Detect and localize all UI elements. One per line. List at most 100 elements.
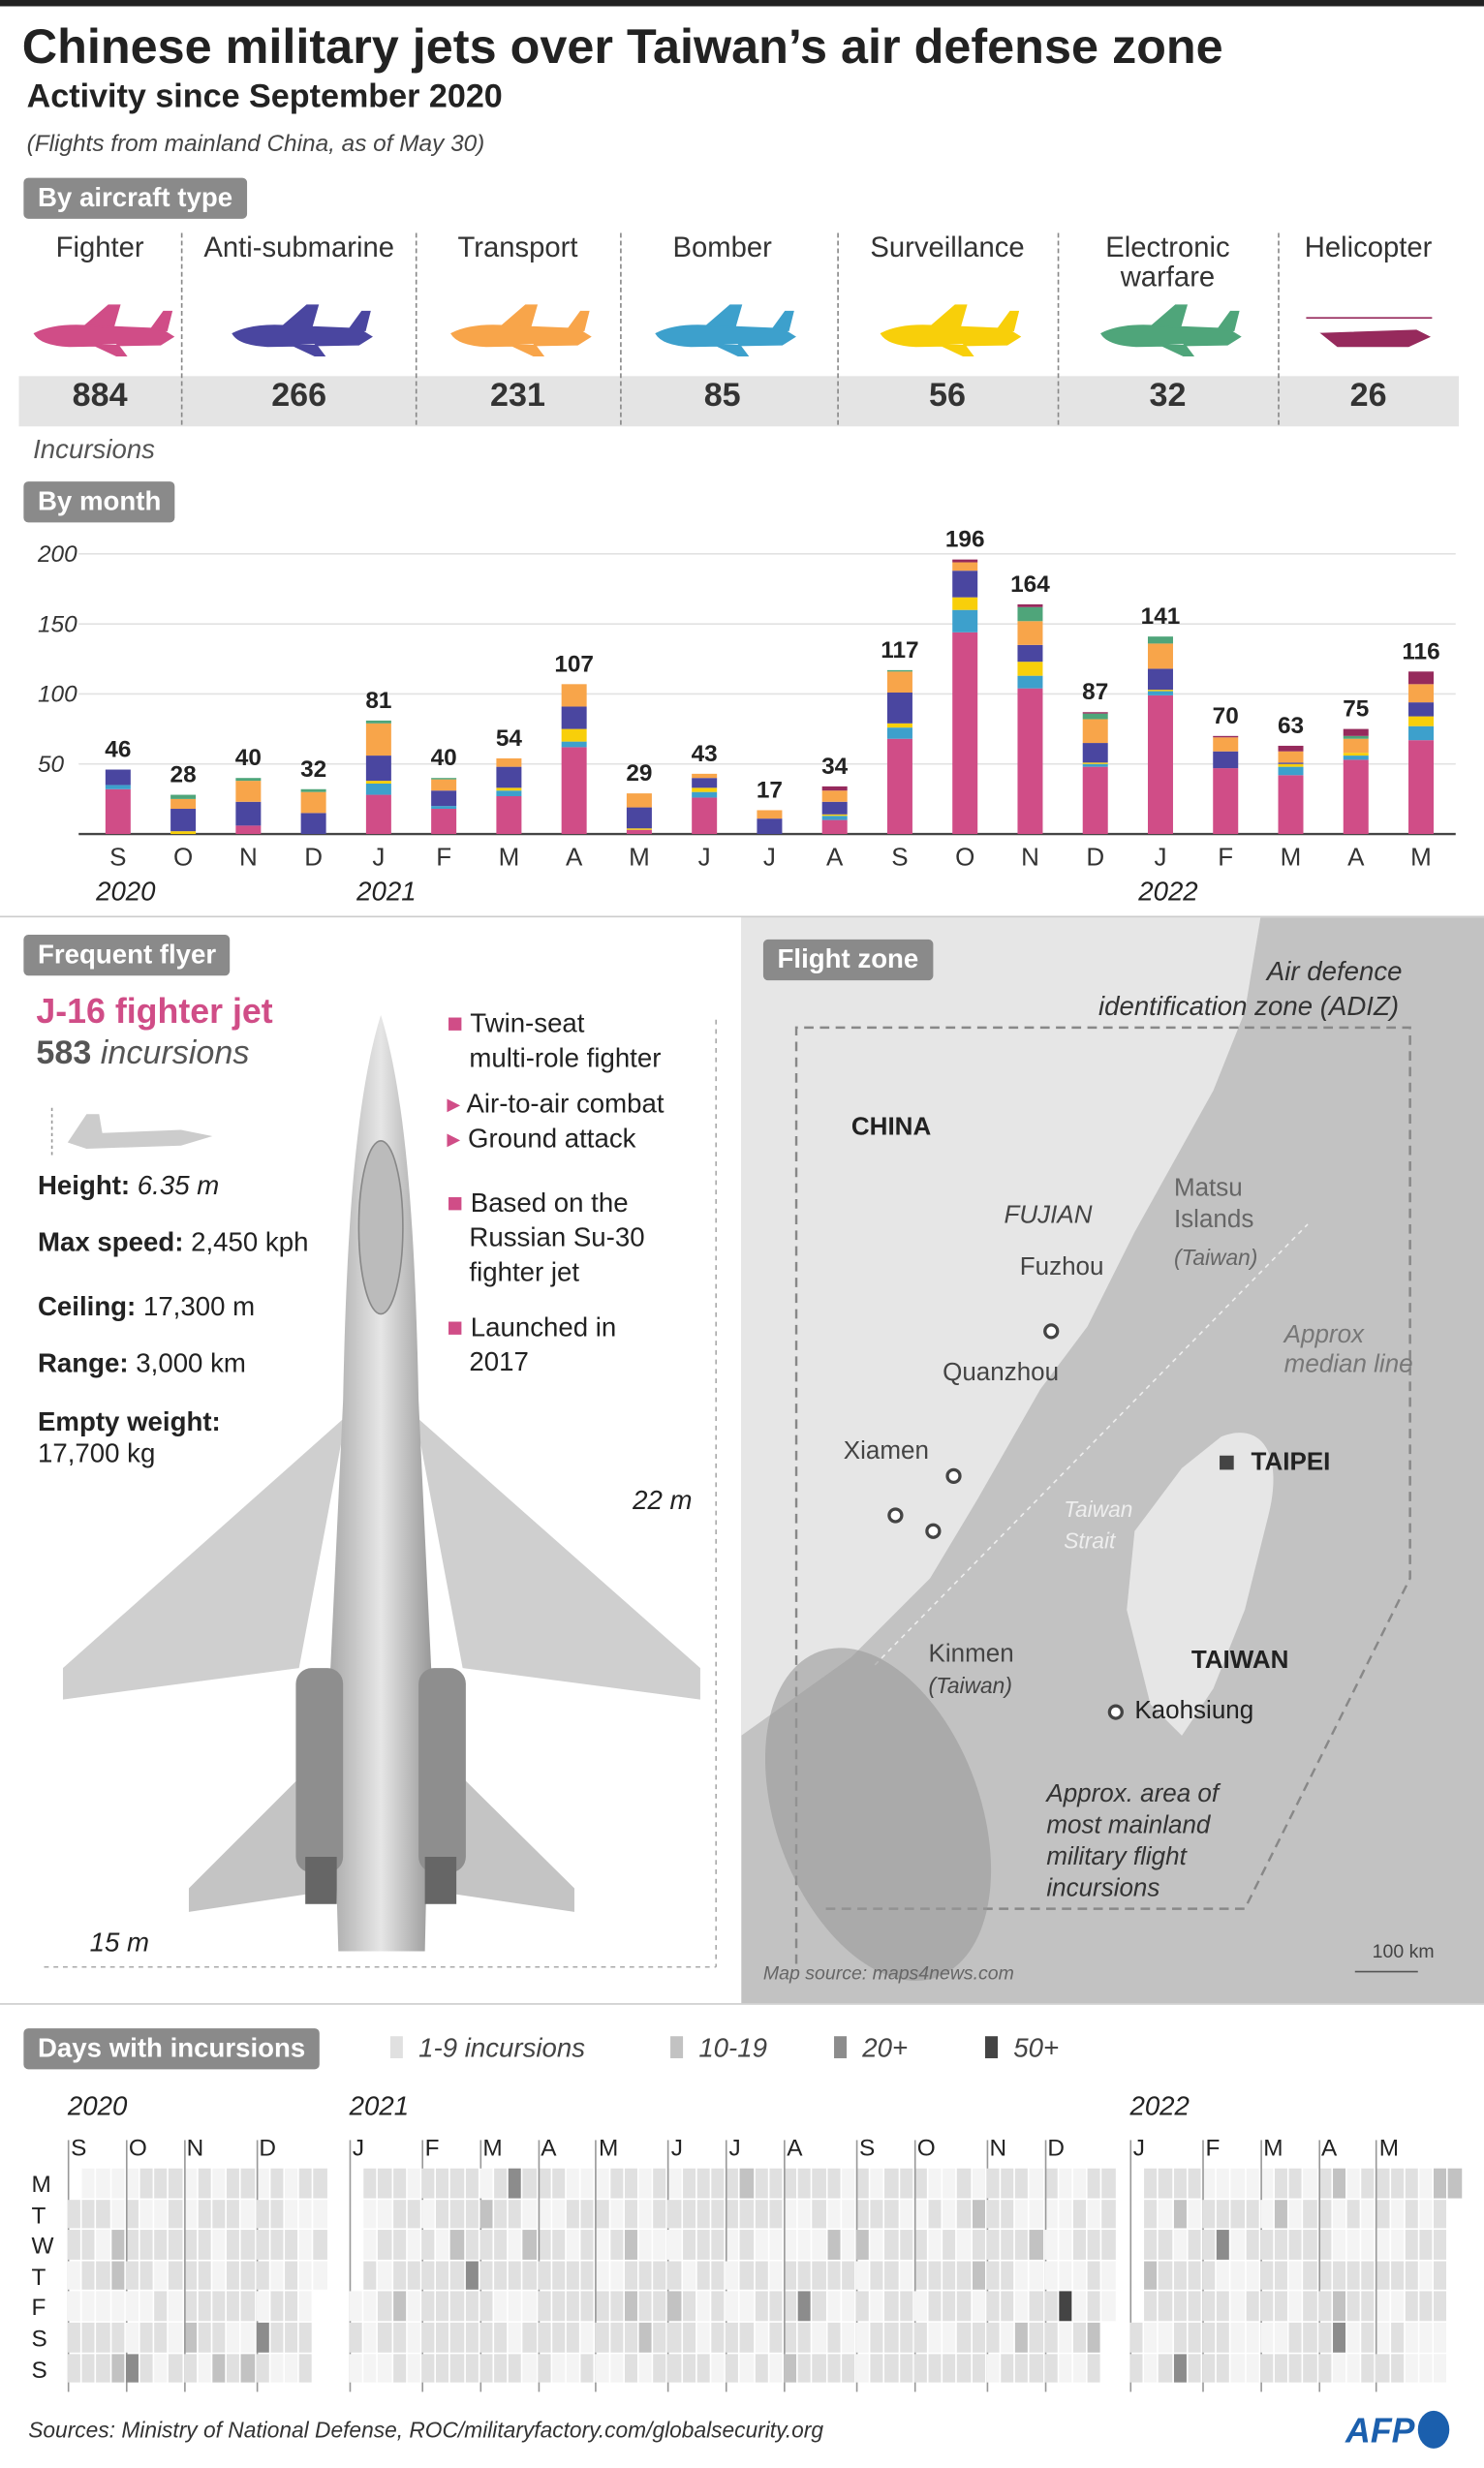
bar-segment-transport (757, 810, 783, 819)
spec-max-speed: Max speed: 2,450 kph (37, 1227, 309, 1258)
calendar-day-cell (313, 2168, 327, 2198)
calendar-day-cell (884, 2353, 898, 2383)
calendar-day-cell (1448, 2168, 1462, 2198)
calendar-day-cell (183, 2292, 197, 2322)
calendar-day-cell (313, 2199, 327, 2229)
calendar-day-cell (972, 2322, 985, 2353)
label-taipei: TAIPEI (1251, 1449, 1331, 1476)
separator (180, 232, 183, 425)
calendar-day-cell (1346, 2168, 1360, 2198)
calendar-day-cell (1030, 2322, 1043, 2353)
calendar-day-cell (465, 2230, 479, 2260)
calendar-day-cell (1159, 2199, 1172, 2229)
divider (0, 2003, 1484, 2005)
calendar-day-cell (1129, 2353, 1143, 2383)
bar-segment-helicopter (1017, 603, 1043, 607)
calendar-day-cell (313, 2230, 327, 2260)
calendar-day-cell (624, 2199, 637, 2229)
calendar-day-cell (465, 2292, 479, 2322)
bar-segment-anti-submarine (1017, 644, 1043, 663)
calendar-year: 2020 (67, 2091, 128, 2121)
calendar-day-cell (855, 2199, 870, 2229)
bar-segment-bomber (496, 790, 522, 796)
calendar-day-cell (1159, 2353, 1172, 2383)
calendar-day-cell (1346, 2230, 1360, 2260)
calendar-day-cell (1317, 2292, 1332, 2322)
bar-total-label: 40 (431, 745, 457, 771)
calendar-day-cell (537, 2168, 551, 2198)
calendar-day-cell (1332, 2353, 1346, 2383)
bar-segment-fighter (886, 738, 912, 835)
bar-segment-anti-submarine (431, 790, 457, 807)
calendar-day-cell (154, 2292, 168, 2322)
calendar-day-cell (696, 2292, 710, 2322)
calendar-day-cell (913, 2168, 927, 2198)
calendar-day-cell (696, 2322, 710, 2353)
calendar-day-cell (436, 2353, 449, 2383)
calendar-day-cell (928, 2261, 942, 2291)
x-tick-label: S (109, 843, 126, 872)
bar-segment-helicopter (821, 786, 848, 791)
bar-total-label: 34 (821, 754, 849, 780)
calendar-day-cell (580, 2292, 595, 2322)
calendar-day-cell (479, 2199, 493, 2229)
calendar-day-cell (755, 2322, 768, 2353)
calendar-day-cell (183, 2199, 197, 2229)
calendar-day-cell (227, 2230, 240, 2260)
calendar-day-cell (169, 2322, 182, 2353)
calendar-day-cell (1159, 2168, 1172, 2198)
label-quanzhou: Quanzhou (943, 1359, 1060, 1387)
calendar-day-cell (1202, 2261, 1216, 2291)
calendar-day-cell (1087, 2199, 1101, 2229)
calendar-day-cell (1303, 2353, 1317, 2383)
calendar-day-cell (256, 2168, 269, 2198)
label-fuzhou: Fuzhou (1019, 1253, 1104, 1281)
calendar-day-cell (870, 2322, 884, 2353)
bar-segment-anti-submarine (952, 571, 978, 598)
calendar-day-cell (740, 2168, 754, 2198)
bar-segment-transport (952, 562, 978, 571)
calendar-day-cell (125, 2199, 139, 2229)
calendar-day-cell (241, 2199, 255, 2229)
calendar-day-cell (899, 2168, 912, 2198)
bar-segment-transport (1147, 643, 1173, 669)
bar-segment-surveillance (886, 723, 912, 728)
bar-segment-bomber (692, 791, 718, 798)
bar-segment-anti-submarine (1082, 743, 1108, 763)
calendar-day-cell (784, 2353, 797, 2383)
page-subtitle: Activity since September 2020 (26, 78, 503, 115)
calendar-year: 2022 (1129, 2091, 1190, 2121)
calendar-day-cell (1001, 2168, 1014, 2198)
calendar-day-cell (1059, 2292, 1072, 2322)
calendar-day-cell (986, 2168, 1000, 2198)
type-label: Fighter (55, 231, 144, 263)
calendar-day-cell (913, 2230, 927, 2260)
calendar-day-cell (407, 2230, 420, 2260)
label-matsu: Matsu (1173, 1175, 1243, 1203)
calendar-day-cell (726, 2230, 739, 2260)
calendar-day-cell (1015, 2322, 1029, 2353)
calendar-day-cell (653, 2168, 666, 2198)
calendar-day-cell (957, 2199, 971, 2229)
calendar-day-cell (1101, 2199, 1116, 2229)
bar-segment-fighter (561, 747, 587, 835)
calendar-day-cell (784, 2261, 797, 2291)
calendar-day-cell (110, 2168, 124, 2198)
calendar-day-cell (957, 2322, 971, 2353)
calendar-day-cell (227, 2322, 240, 2353)
calendar-day-cell (1376, 2168, 1389, 2198)
calendar-day-cell (110, 2322, 124, 2353)
calendar-day-cell (1346, 2261, 1360, 2291)
month-separator (183, 2140, 186, 2392)
calendar-day-cell (943, 2199, 956, 2229)
calendar-day-cell (986, 2322, 1000, 2353)
calendar-month: A (541, 2135, 557, 2163)
calendar-day-cell (899, 2230, 912, 2260)
bar-segment-anti-submarine (1213, 751, 1239, 769)
type-count: 32 (1149, 377, 1187, 415)
calendar-day-cell (285, 2261, 298, 2291)
calendar-day-cell (1059, 2353, 1072, 2383)
bar-segment-helicopter (952, 559, 978, 563)
calendar-day-cell (1059, 2322, 1072, 2353)
label-taiwan: TAIWAN (1190, 1647, 1289, 1675)
